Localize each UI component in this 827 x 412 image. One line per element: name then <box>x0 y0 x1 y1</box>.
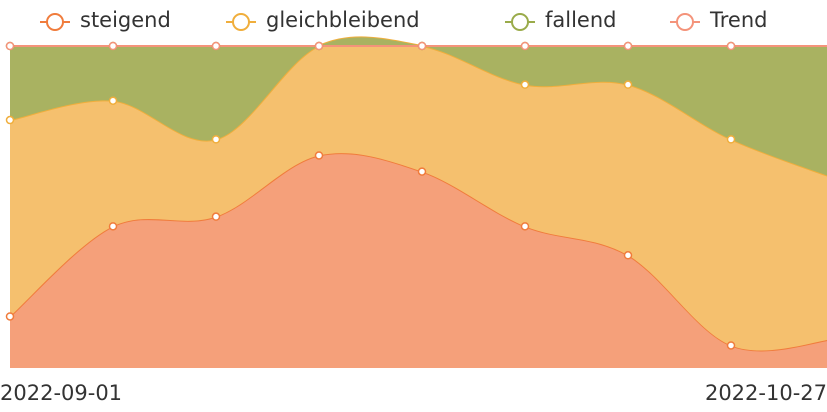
legend-item: gleichbleibend <box>226 8 420 32</box>
point <box>108 41 118 51</box>
point <box>520 80 530 89</box>
area <box>10 153 827 369</box>
area <box>10 37 827 176</box>
point <box>211 212 221 221</box>
point <box>623 41 633 51</box>
point <box>520 41 530 51</box>
point <box>417 167 427 176</box>
point <box>726 41 736 51</box>
point <box>726 341 736 350</box>
point <box>108 222 118 231</box>
point <box>5 41 15 51</box>
point <box>314 41 324 51</box>
point <box>211 41 221 51</box>
legend-icon <box>676 13 694 31</box>
legend-label: gleichbleibend <box>266 8 420 32</box>
point <box>520 222 530 231</box>
legend-item: steigend <box>40 8 171 32</box>
x-tick-label: 2022-10-27 <box>705 381 827 405</box>
legend-icon <box>232 13 250 31</box>
x-tick-label: 2022-09-01 <box>0 381 122 405</box>
area <box>10 37 827 351</box>
point <box>211 135 221 144</box>
legend-item: fallend <box>505 8 617 32</box>
point <box>623 251 633 260</box>
point <box>623 80 633 89</box>
legend-icon <box>511 13 529 31</box>
point <box>5 115 15 125</box>
legend-item: Trend <box>670 8 767 32</box>
legend-icon <box>46 13 64 31</box>
legend-label: Trend <box>709 8 767 32</box>
point <box>726 135 736 144</box>
point <box>314 151 324 160</box>
point <box>417 41 427 51</box>
legend-label: steigend <box>80 8 171 32</box>
point <box>5 312 15 321</box>
legend-label: fallend <box>545 8 617 32</box>
point <box>108 96 118 105</box>
